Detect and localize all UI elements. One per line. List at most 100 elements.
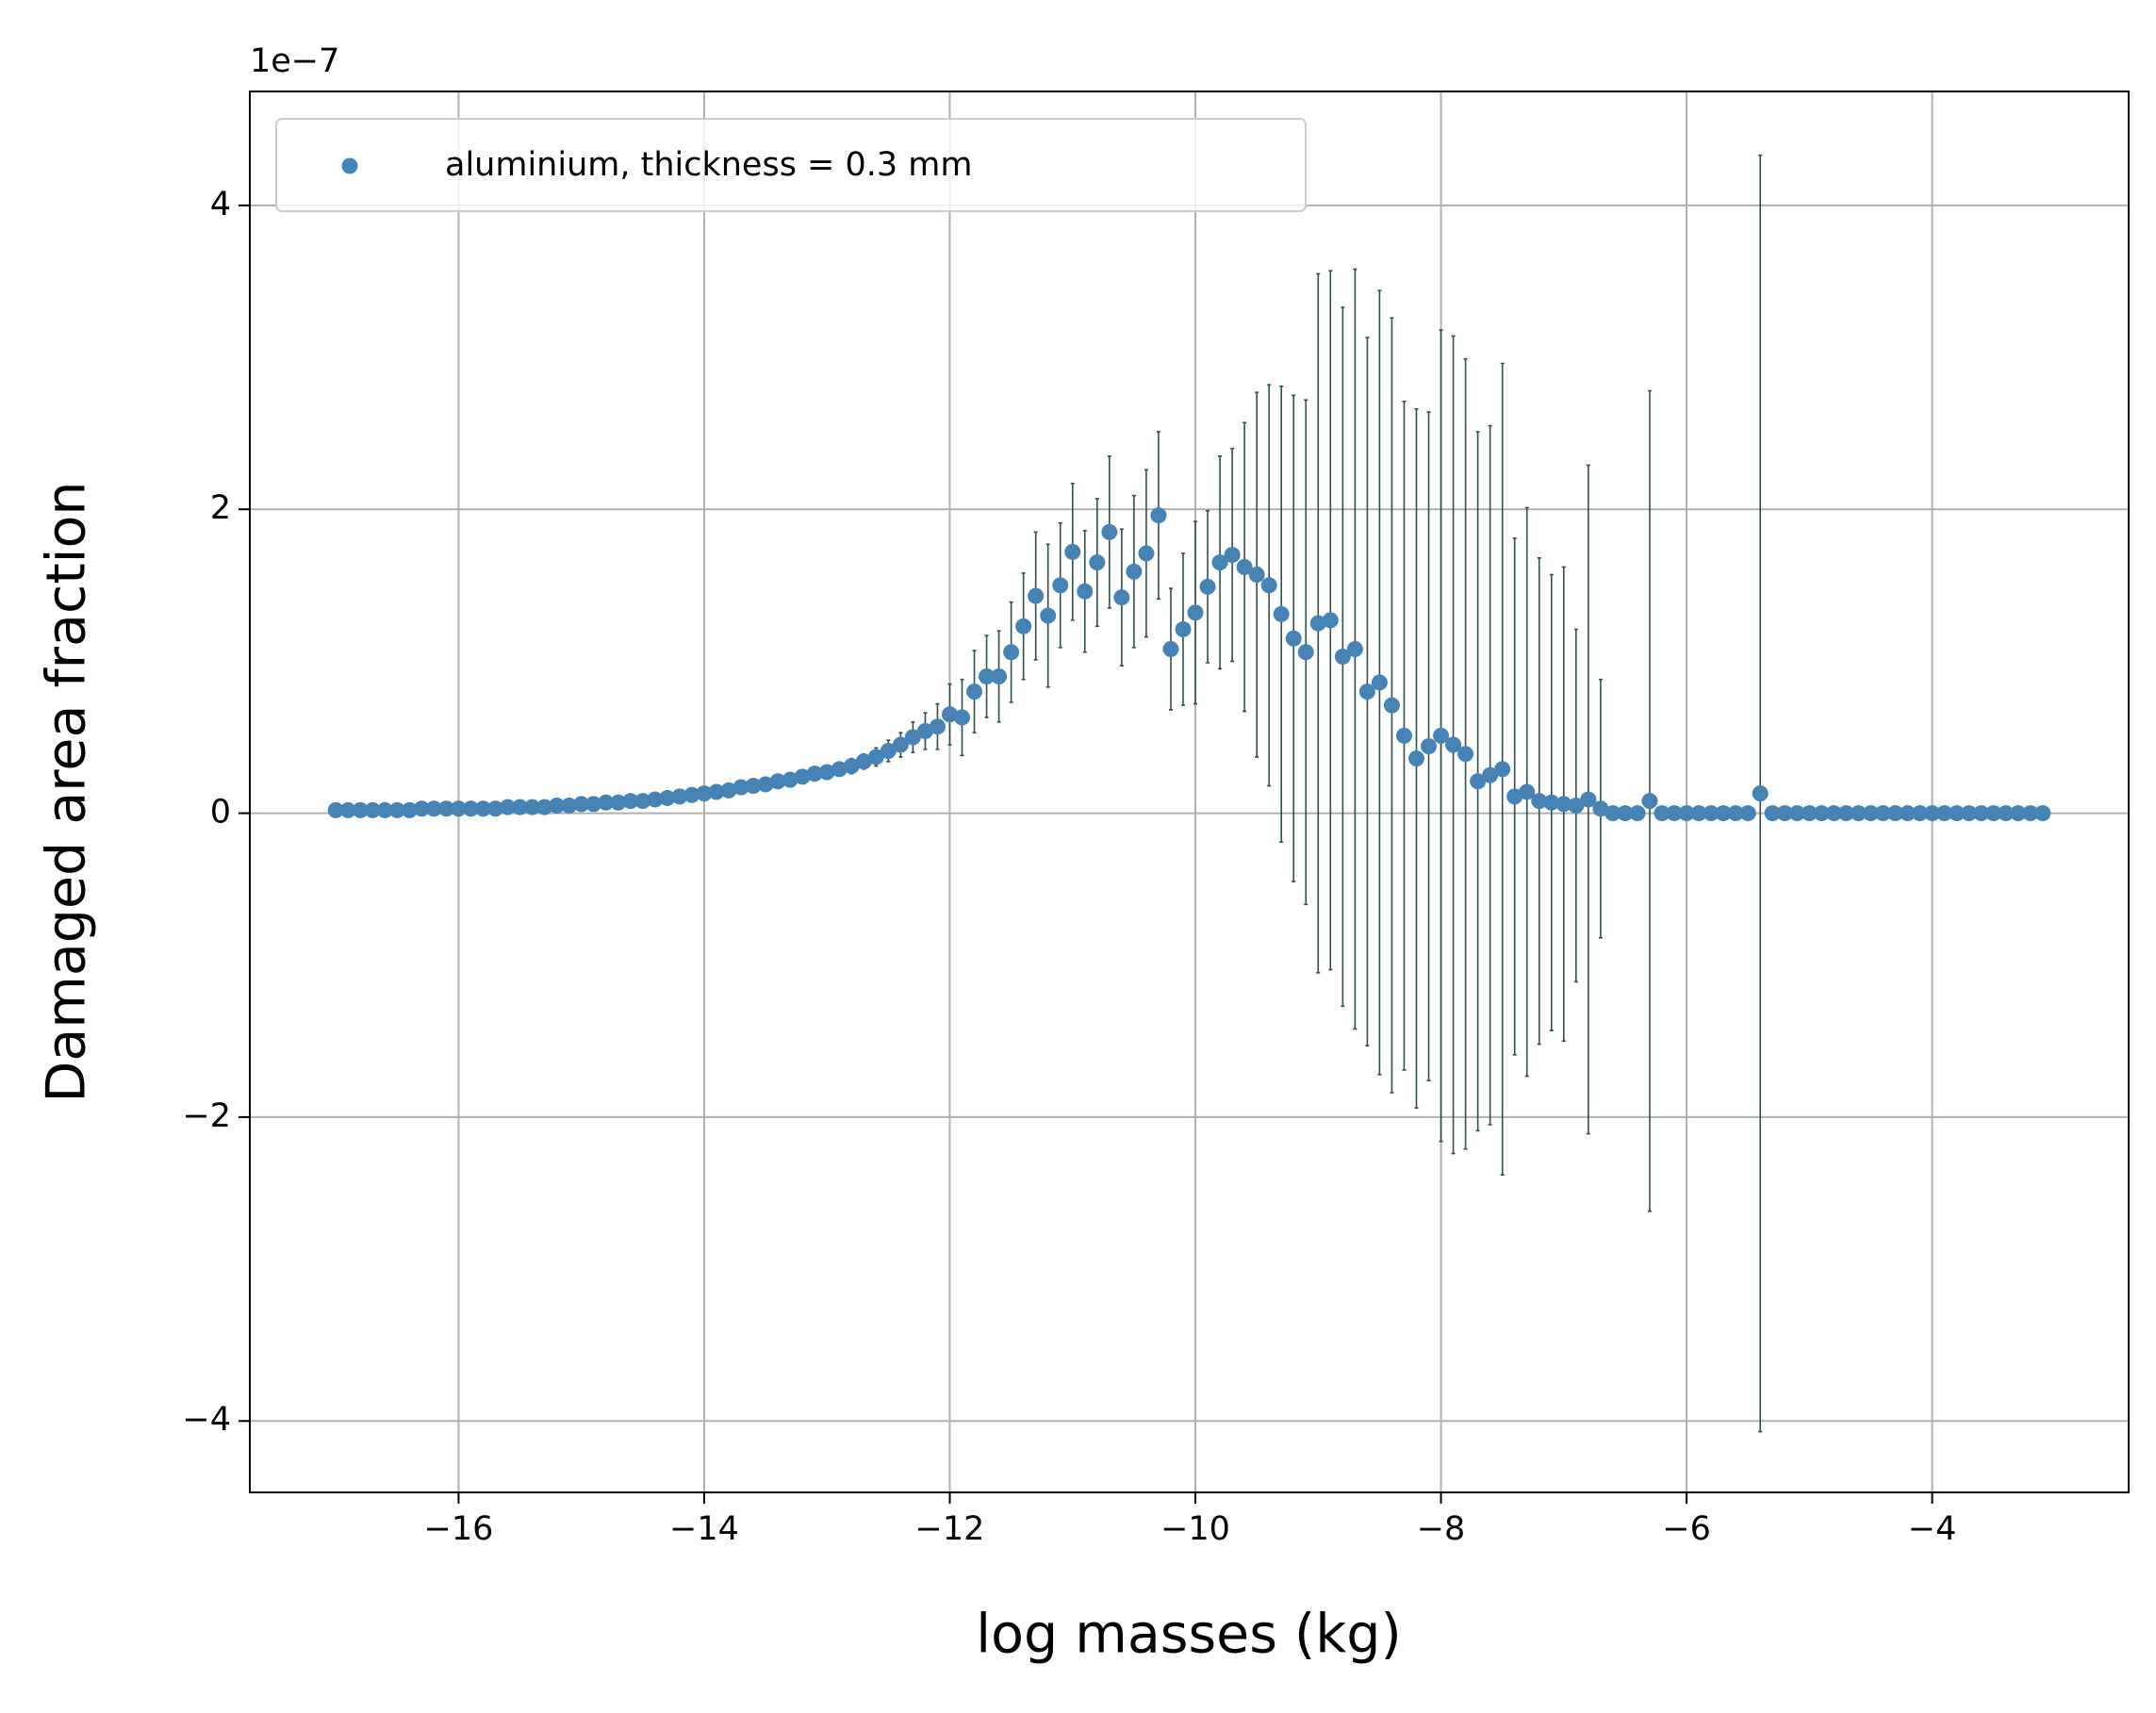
point	[1089, 554, 1106, 571]
point	[683, 786, 700, 803]
point	[1346, 640, 1363, 657]
point	[1260, 577, 1277, 594]
point	[782, 771, 798, 788]
point	[1580, 791, 1597, 808]
point	[1825, 805, 1842, 822]
point	[1961, 805, 1978, 822]
point	[855, 753, 872, 770]
point	[437, 800, 454, 817]
point	[462, 800, 479, 817]
point	[1654, 805, 1670, 822]
point	[1506, 788, 1523, 805]
point	[376, 801, 393, 818]
point	[1297, 644, 1314, 661]
point	[1949, 805, 1966, 822]
point	[610, 794, 627, 811]
point	[474, 800, 491, 817]
x-tick-label: −4	[1908, 1510, 1957, 1548]
point	[1850, 805, 1867, 822]
point	[1421, 738, 1438, 755]
point	[806, 766, 823, 782]
point	[1605, 805, 1621, 822]
point	[1617, 805, 1634, 822]
y-offset-label: 1e−7	[250, 42, 339, 80]
point	[769, 773, 786, 790]
point	[757, 776, 774, 793]
point	[1371, 674, 1388, 691]
point	[2022, 805, 2039, 822]
point	[1077, 583, 1094, 600]
point	[536, 799, 553, 815]
point	[1309, 615, 1326, 632]
point	[1874, 805, 1891, 822]
point	[794, 768, 811, 785]
legend: aluminium, thickness = 0.3 mm	[275, 118, 1307, 212]
point	[1138, 545, 1155, 562]
point	[1985, 805, 2002, 822]
point	[1494, 761, 1511, 778]
point	[732, 779, 749, 796]
x-tick-label: −6	[1662, 1510, 1711, 1548]
point	[1912, 805, 1929, 822]
point	[708, 783, 725, 800]
point	[1924, 805, 1941, 822]
point	[487, 800, 504, 817]
point	[1273, 605, 1290, 622]
point	[1764, 805, 1781, 822]
point	[1703, 805, 1720, 822]
point	[524, 799, 541, 815]
point	[1837, 805, 1854, 822]
point	[1629, 805, 1646, 822]
point	[1224, 547, 1241, 564]
legend-label: aluminium, thickness = 0.3 mm	[445, 146, 973, 184]
point	[1801, 805, 1818, 822]
point	[916, 723, 933, 740]
point	[1211, 554, 1228, 571]
point	[1752, 785, 1769, 802]
point	[1555, 796, 1572, 813]
point	[1519, 783, 1536, 800]
point	[1003, 644, 1020, 661]
point	[979, 668, 996, 685]
point	[954, 709, 971, 726]
point	[2010, 805, 2027, 822]
point	[696, 785, 713, 802]
point	[1727, 805, 1744, 822]
point	[2034, 805, 2051, 822]
x-axis-label: log masses (kg)	[976, 1604, 1401, 1666]
point	[1175, 621, 1192, 638]
point	[401, 801, 418, 818]
legend-box	[275, 118, 1307, 212]
legend-marker	[341, 157, 358, 174]
point	[1900, 805, 1917, 822]
point	[647, 791, 664, 808]
point	[634, 793, 651, 810]
point	[1113, 589, 1130, 606]
point	[1862, 805, 1879, 822]
point	[991, 668, 1008, 685]
point	[1470, 773, 1487, 790]
point	[500, 799, 517, 815]
point	[745, 778, 762, 795]
point	[1150, 507, 1167, 524]
point	[1739, 805, 1756, 822]
point	[1678, 805, 1695, 822]
point	[1199, 578, 1216, 595]
x-tick-label: −16	[424, 1510, 494, 1548]
point	[598, 794, 615, 811]
point	[1788, 805, 1805, 822]
x-tick-label: −8	[1417, 1510, 1466, 1548]
point	[327, 801, 344, 818]
point	[966, 684, 983, 700]
point	[622, 793, 639, 810]
point	[1358, 684, 1375, 700]
point	[1568, 798, 1585, 815]
point	[904, 729, 921, 746]
y-tick-label: −2	[182, 1097, 231, 1135]
y-tick-label: 2	[210, 489, 231, 527]
point	[1015, 618, 1032, 634]
point	[1052, 577, 1069, 594]
y-tick-label: 4	[210, 186, 231, 223]
point	[892, 736, 909, 753]
